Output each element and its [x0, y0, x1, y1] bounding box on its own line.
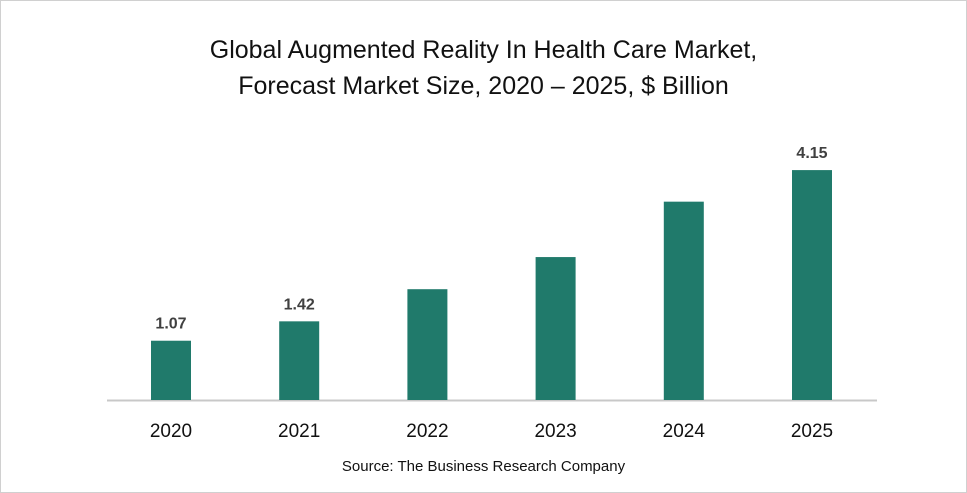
- chart-title-line2: Forecast Market Size, 2020 – 2025, $ Bil…: [238, 72, 729, 100]
- chart-title-line1: Global Augmented Reality In Health Care …: [209, 36, 758, 64]
- x-tick-label: 2024: [663, 421, 706, 442]
- bar-2024: [663, 201, 704, 400]
- data-label: 1.07: [155, 316, 186, 333]
- bar-2025: [792, 170, 832, 400]
- x-tick-label: 2022: [406, 421, 448, 442]
- x-tick-label: 2021: [278, 421, 320, 442]
- data-label: 4.15: [796, 145, 827, 162]
- bar-2021: [279, 321, 320, 400]
- x-tick-label: 2023: [534, 421, 576, 442]
- x-tick-label: 2020: [150, 421, 192, 442]
- bar-2022: [407, 289, 448, 400]
- source-note: Source: The Business Research Company: [341, 458, 626, 475]
- bar-2020: [151, 340, 191, 400]
- x-tick-label: 2025: [791, 421, 833, 442]
- bar-2023: [535, 257, 576, 400]
- data-label: 1.42: [284, 296, 315, 313]
